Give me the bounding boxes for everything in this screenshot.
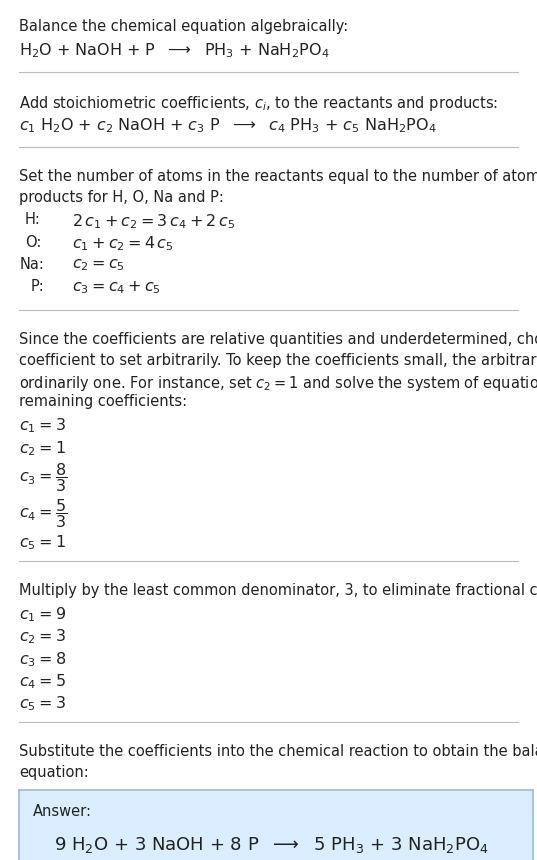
Text: ordinarily one. For instance, set $c_2 = 1$ and solve the system of equations fo: ordinarily one. For instance, set $c_2 =…: [19, 373, 537, 393]
Text: remaining coefficients:: remaining coefficients:: [19, 395, 187, 409]
Text: coefficient to set arbitrarily. To keep the coefficients small, the arbitrary va: coefficient to set arbitrarily. To keep …: [19, 353, 537, 368]
Text: $c_2 = 3$: $c_2 = 3$: [19, 628, 66, 647]
Text: $c_5 = 3$: $c_5 = 3$: [19, 694, 66, 713]
Text: Multiply by the least common denominator, 3, to eliminate fractional coefficient: Multiply by the least common denominator…: [19, 583, 537, 599]
Text: $c_1 = 9$: $c_1 = 9$: [19, 605, 67, 624]
Text: $c_1 = 3$: $c_1 = 3$: [19, 416, 66, 435]
Text: $c_4 = \dfrac{5}{3}$: $c_4 = \dfrac{5}{3}$: [19, 497, 68, 531]
Text: P:: P:: [31, 280, 45, 294]
Text: $c_1$ H$_2$O + $c_2$ NaOH + $c_3$ P  $\longrightarrow$  $c_4$ PH$_3$ + $c_5$ NaH: $c_1$ H$_2$O + $c_2$ NaOH + $c_3$ P $\lo…: [19, 117, 437, 135]
Text: products for H, O, Na and P:: products for H, O, Na and P:: [19, 190, 224, 206]
Text: $c_2 = c_5$: $c_2 = c_5$: [72, 257, 125, 273]
Text: Add stoichiometric coefficients, $c_i$, to the reactants and products:: Add stoichiometric coefficients, $c_i$, …: [19, 95, 499, 114]
Text: O:: O:: [25, 235, 41, 249]
Text: $c_2 = 1$: $c_2 = 1$: [19, 439, 66, 458]
Text: Since the coefficients are relative quantities and underdetermined, choose a: Since the coefficients are relative quan…: [19, 332, 537, 347]
Text: $2\,c_1 + c_2 = 3\,c_4 + 2\,c_5$: $2\,c_1 + c_2 = 3\,c_4 + 2\,c_5$: [72, 212, 235, 231]
Text: equation:: equation:: [19, 765, 89, 780]
Text: Balance the chemical equation algebraically:: Balance the chemical equation algebraica…: [19, 20, 349, 34]
Text: H$_2$O + NaOH + P  $\longrightarrow$  PH$_3$ + NaH$_2$PO$_4$: H$_2$O + NaOH + P $\longrightarrow$ PH$_…: [19, 41, 330, 60]
Text: $c_3 = 8$: $c_3 = 8$: [19, 650, 67, 669]
Text: Answer:: Answer:: [33, 804, 92, 820]
Text: Na:: Na:: [19, 257, 45, 272]
Text: H:: H:: [25, 212, 41, 228]
Text: $c_4 = 5$: $c_4 = 5$: [19, 673, 66, 691]
Text: $c_5 = 1$: $c_5 = 1$: [19, 533, 66, 552]
Text: Substitute the coefficients into the chemical reaction to obtain the balanced: Substitute the coefficients into the che…: [19, 745, 537, 759]
Text: $c_3 = \dfrac{8}{3}$: $c_3 = \dfrac{8}{3}$: [19, 461, 68, 494]
Text: Set the number of atoms in the reactants equal to the number of atoms in the: Set the number of atoms in the reactants…: [19, 169, 537, 184]
Text: $c_1 + c_2 = 4\,c_5$: $c_1 + c_2 = 4\,c_5$: [72, 235, 174, 254]
Text: $c_3 = c_4 + c_5$: $c_3 = c_4 + c_5$: [72, 280, 161, 296]
Text: 9 H$_2$O + 3 NaOH + 8 P  $\longrightarrow$  5 PH$_3$ + 3 NaH$_2$PO$_4$: 9 H$_2$O + 3 NaOH + 8 P $\longrightarrow…: [54, 835, 489, 855]
